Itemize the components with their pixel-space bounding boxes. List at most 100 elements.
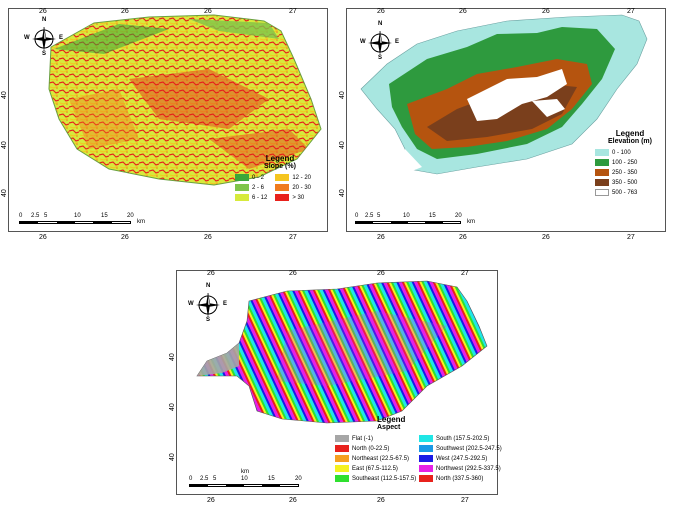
top-tick: 26 xyxy=(377,8,385,15)
scale-unit: km xyxy=(137,219,145,225)
legend-swatch xyxy=(335,464,349,472)
scale-label: 15 xyxy=(429,213,436,219)
top-tick: 26 xyxy=(121,8,129,15)
top-tick: 26 xyxy=(289,270,297,277)
legend-swatch xyxy=(335,444,349,452)
scale-label: 2.5 xyxy=(365,213,374,219)
elevation-map-canvas xyxy=(360,14,648,175)
legend-swatch xyxy=(595,178,609,186)
legend-label: 20 - 30 xyxy=(292,185,312,191)
bottom-tick: 27 xyxy=(461,497,469,504)
slope-legend: Legend Slope (%) 0 - 2 2 - 6 6 - 12 12 -… xyxy=(235,154,325,203)
legend-title: Legend xyxy=(615,129,645,138)
scale-label: 5 xyxy=(377,213,381,219)
legend-label: North (0-22.5) xyxy=(352,446,390,452)
bottom-tick: 26 xyxy=(39,234,47,241)
compass-s: S xyxy=(378,55,383,61)
legend-swatch xyxy=(335,454,349,462)
legend-subtitle: Slope (%) xyxy=(264,163,296,170)
compass-n: N xyxy=(42,17,47,23)
legend-swatch xyxy=(419,434,433,442)
legend-label: Northeast (22.5-67.5) xyxy=(352,456,410,462)
left-tick: 40 xyxy=(1,141,8,149)
top-tick: 27 xyxy=(289,8,297,15)
scale-unit: km xyxy=(467,219,475,225)
bottom-tick: 26 xyxy=(542,234,550,241)
legend-swatch xyxy=(275,193,290,201)
bottom-tick: 26 xyxy=(459,234,467,241)
top-tick: 26 xyxy=(377,270,385,277)
aspect-legend: Legend Aspect Flat (-1) North (0-22.5) N… xyxy=(335,415,502,484)
scale-label: 20 xyxy=(127,213,134,219)
left-tick: 40 xyxy=(339,189,346,197)
scale-label: 2.5 xyxy=(31,213,40,219)
top-tick: 26 xyxy=(204,8,212,15)
top-tick: 26 xyxy=(542,8,550,15)
legend-label: East (67.5-112.5) xyxy=(352,466,398,472)
left-tick: 40 xyxy=(339,141,346,149)
legend-label: 500 - 763 xyxy=(612,190,638,196)
legend-title: Legend xyxy=(265,154,295,163)
compass-e: E xyxy=(395,39,400,45)
legend-label: Southwest (202.5-247.5) xyxy=(436,446,502,452)
left-tick: 40 xyxy=(169,353,176,361)
legend-swatch xyxy=(335,434,349,442)
legend-swatch xyxy=(275,173,290,181)
left-tick: 40 xyxy=(339,91,346,99)
scale-label: 5 xyxy=(213,476,217,482)
compass-rose-icon: N S W E xyxy=(188,283,227,323)
bottom-tick: 26 xyxy=(204,234,212,241)
bottom-tick: 26 xyxy=(289,497,297,504)
legend-label: Flat (-1) xyxy=(352,436,373,442)
legend-label: 100 - 250 xyxy=(612,160,638,166)
scale-bar: 0 2.5 5 10 15 20 km xyxy=(189,469,319,490)
legend-label: 6 - 12 xyxy=(252,195,268,201)
scale-label: 10 xyxy=(241,476,248,482)
legend-label: Southeast (112.5-157.5) xyxy=(352,476,417,482)
legend-label: 350 - 500 xyxy=(612,180,638,186)
left-tick: 40 xyxy=(1,189,8,197)
bottom-tick: 26 xyxy=(121,234,129,241)
legend-subtitle: Aspect xyxy=(377,424,401,431)
legend-swatch xyxy=(235,173,249,181)
legend-label: South (157.5-202.5) xyxy=(436,436,490,442)
compass-w: W xyxy=(188,301,194,307)
legend-swatch xyxy=(595,158,609,166)
legend-title: Legend xyxy=(377,415,406,424)
compass-w: W xyxy=(360,39,366,45)
compass-n: N xyxy=(378,21,383,27)
bottom-tick: 27 xyxy=(627,234,635,241)
bottom-tick: 26 xyxy=(377,497,385,504)
legend-label: Northwest (292.5-337.5) xyxy=(436,466,501,472)
scale-bar: 0 2.5 5 10 15 20 km xyxy=(355,213,485,227)
legend-label: North (337.5-360) xyxy=(436,476,484,482)
scale-label: 5 xyxy=(44,213,48,219)
scale-label: 10 xyxy=(74,213,81,219)
left-tick: 40 xyxy=(169,403,176,411)
compass-e: E xyxy=(223,301,228,307)
legend-swatch xyxy=(595,168,609,176)
legend-swatch xyxy=(419,474,433,482)
scale-label: 0 xyxy=(19,213,23,219)
compass-n: N xyxy=(206,283,211,289)
scale-label: 2.5 xyxy=(200,476,209,482)
compass-w: W xyxy=(24,35,30,41)
scale-label: 0 xyxy=(355,213,359,219)
scale-label: 20 xyxy=(295,476,302,482)
compass-rose-icon: N S W E xyxy=(24,17,63,57)
legend-swatch xyxy=(419,464,433,472)
legend-label: 0 - 100 xyxy=(612,150,631,156)
scale-label: 20 xyxy=(455,213,462,219)
legend-swatch xyxy=(419,444,433,452)
legend-swatch xyxy=(419,454,433,462)
legend-label: 12 - 20 xyxy=(292,175,312,181)
top-tick: 27 xyxy=(461,270,469,277)
legend-subtitle: Elevation (m) xyxy=(608,138,652,145)
left-tick: 40 xyxy=(169,453,176,461)
legend-swatch xyxy=(235,193,249,201)
bottom-tick: 27 xyxy=(289,234,297,241)
top-tick: 27 xyxy=(627,8,635,15)
legend-label: > 30 xyxy=(292,195,305,201)
legend-label: 2 - 6 xyxy=(252,185,265,191)
scale-label: 0 xyxy=(189,476,193,482)
